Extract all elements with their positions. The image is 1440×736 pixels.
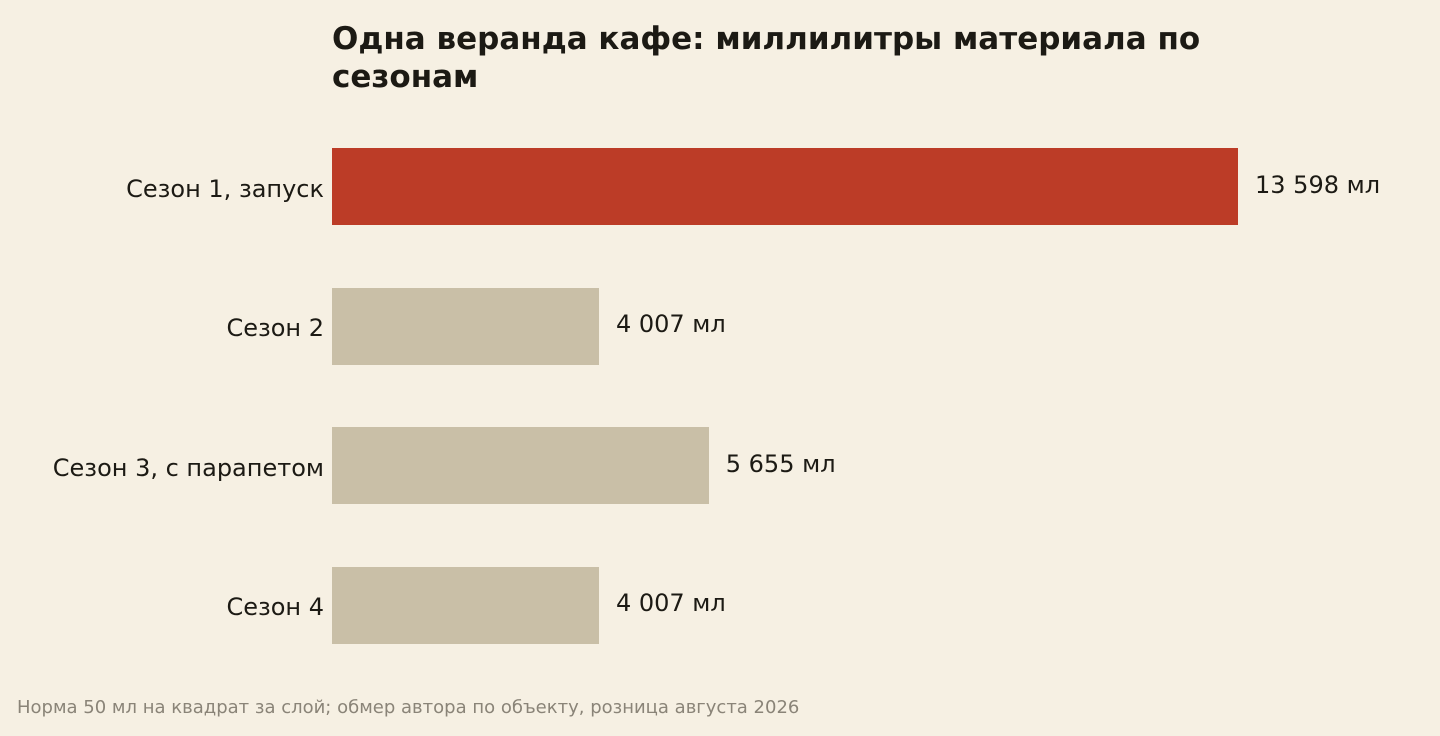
bar <box>332 566 599 644</box>
bar <box>332 287 599 365</box>
chart-title: Одна веранда кафе: миллилитры материала … <box>332 21 1201 95</box>
value-label: 4 007 мл <box>615 589 726 617</box>
value-label: 4 007 мл <box>615 310 726 338</box>
category-label: Сезон 1, запуск <box>126 174 324 203</box>
source-note: Норма 50 мл на квадрат за слой; обмер ав… <box>17 697 800 718</box>
category-label: Сезон 4 <box>226 593 324 621</box>
category-label: Сезон 3, с парапетом <box>52 453 324 482</box>
bar <box>332 148 1238 225</box>
category-label: Сезон 2 <box>226 314 324 342</box>
value-label: 5 655 мл <box>725 449 836 478</box>
bar <box>332 427 709 504</box>
value-label: 13 598 мл <box>1255 170 1381 199</box>
